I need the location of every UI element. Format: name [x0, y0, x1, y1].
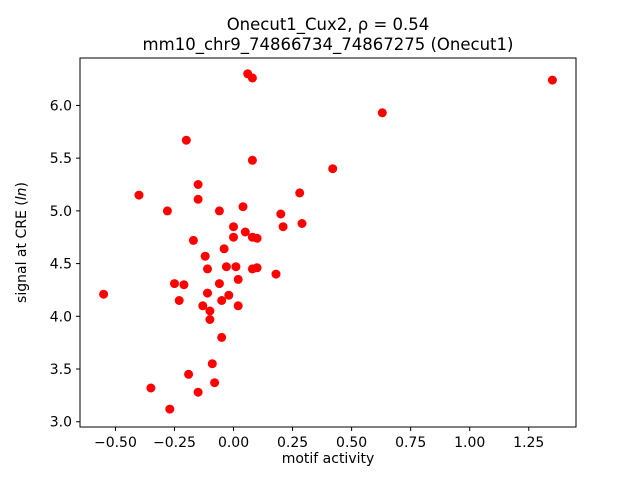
data-point: [203, 264, 212, 274]
data-point: [162, 206, 172, 216]
data-point: [193, 387, 203, 397]
data-point: [210, 378, 220, 388]
data-point: [238, 202, 248, 212]
y-tick-label: 4.0: [50, 309, 72, 325]
data-point: [278, 222, 288, 232]
x-axis-label: motif activity: [282, 451, 375, 467]
axes-frame: [79, 57, 577, 428]
data-point: [179, 280, 189, 290]
data-point: [214, 206, 224, 216]
plot-area: Onecut1_Cux2, ρ = 0.54 mm10_chr9_7486673…: [14, 15, 577, 467]
x-tick-label: 0.50: [336, 435, 367, 451]
data-point: [184, 369, 194, 379]
data-point: [217, 296, 227, 305]
data-point: [134, 190, 144, 200]
data-point: [240, 227, 250, 237]
y-tick-label: 3.0: [50, 415, 72, 431]
data-point: [229, 222, 238, 232]
data-point: [170, 279, 179, 289]
data-point: [276, 209, 286, 219]
data-point: [328, 164, 338, 174]
data-point: [221, 262, 231, 272]
x-axis-ticks: −0.50 −0.25 0.00 0.25 0.50 0.75 1.00 1.25: [94, 427, 544, 451]
data-point: [174, 296, 184, 305]
data-point: [217, 332, 227, 342]
chart-title-line1: Onecut1_Cux2, ρ = 0.54: [227, 15, 430, 35]
x-tick-label: 0.25: [277, 435, 308, 451]
data-point: [205, 306, 215, 316]
data-point: [200, 251, 210, 261]
data-point: [247, 73, 257, 83]
y-axis-label: signal at CRE (ln): [14, 182, 30, 303]
data-point: [198, 301, 208, 311]
data-point: [229, 232, 238, 242]
data-point: [203, 288, 212, 298]
data-point: [224, 290, 234, 300]
x-tick-label: −0.50: [94, 435, 137, 451]
x-tick-label: 0.00: [218, 435, 249, 451]
data-point: [297, 219, 307, 228]
y-axis-ticks: 3.0 3.5 4.0 4.5 5.0 5.5 6.0: [50, 98, 80, 431]
data-point: [205, 315, 215, 324]
data-point: [231, 262, 241, 272]
y-tick-label: 6.0: [50, 98, 72, 114]
data-point: [181, 135, 191, 145]
data-point: [295, 188, 305, 198]
data-point: [165, 404, 175, 414]
data-point: [207, 359, 217, 369]
data-point: [547, 75, 557, 85]
x-tick-label: 0.75: [395, 435, 426, 451]
data-point: [233, 274, 243, 284]
x-tick-label: 1.25: [513, 435, 544, 451]
data-point: [233, 301, 243, 311]
data-point: [188, 235, 198, 245]
y-tick-label: 5.0: [50, 204, 72, 220]
data-point: [99, 289, 109, 299]
data-point: [193, 194, 203, 204]
data-point: [193, 180, 203, 189]
data-point: [252, 233, 262, 243]
y-axis-label-suffix: ): [14, 182, 30, 187]
data-point: [377, 108, 387, 118]
data-point: [247, 155, 257, 165]
x-tick-label: 1.00: [454, 435, 485, 451]
x-tick-label: −0.25: [153, 435, 196, 451]
y-tick-label: 5.5: [50, 151, 72, 167]
y-axis-label-prefix: signal at CRE (: [14, 200, 30, 303]
data-points: [99, 69, 557, 414]
data-point: [271, 269, 281, 279]
y-tick-label: 3.5: [50, 362, 72, 378]
y-axis-label-italic: ln: [14, 188, 30, 201]
data-point: [146, 383, 156, 393]
data-point: [219, 244, 229, 254]
chart-title-line2: mm10_chr9_74866734_74867275 (Onecut1): [143, 35, 514, 55]
y-tick-label: 4.5: [50, 257, 72, 273]
data-point: [252, 263, 262, 273]
data-point: [214, 279, 224, 289]
